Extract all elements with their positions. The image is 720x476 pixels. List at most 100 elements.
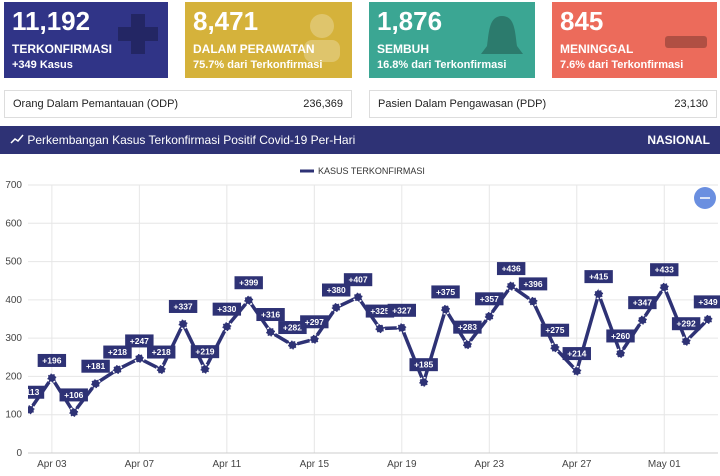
card-icon bbox=[118, 14, 158, 54]
value-label-box bbox=[28, 385, 45, 399]
value-label: +337 bbox=[174, 301, 193, 311]
point bbox=[90, 378, 101, 389]
point bbox=[155, 364, 167, 375]
point bbox=[112, 364, 123, 375]
point bbox=[28, 404, 36, 415]
value-label-box bbox=[343, 273, 373, 287]
value-label-box bbox=[37, 353, 67, 367]
value-label-box bbox=[300, 315, 329, 329]
value-label-box bbox=[693, 295, 720, 309]
value-label-box bbox=[234, 276, 263, 290]
value-label: +218 bbox=[152, 347, 171, 357]
section-scope: NASIONAL bbox=[647, 133, 710, 147]
value-label: +380 bbox=[327, 285, 346, 295]
value-label: +357 bbox=[480, 294, 499, 304]
value-label: +181 bbox=[86, 361, 105, 371]
point bbox=[527, 296, 539, 307]
value-label: +375 bbox=[436, 287, 455, 297]
value-label-box bbox=[671, 317, 701, 331]
value-label: +347 bbox=[633, 298, 652, 308]
value-label: +218 bbox=[108, 347, 127, 357]
card-value: 1,876 bbox=[377, 6, 443, 36]
y-tick-label: 700 bbox=[5, 180, 22, 191]
stat-odp: Orang Dalam Pemantauan (ODP) 236,369 bbox=[4, 90, 352, 118]
point bbox=[221, 321, 233, 332]
section-title: Perkembangan Kasus Terkonfirmasi Positif… bbox=[27, 133, 356, 147]
value-label: +283 bbox=[458, 322, 477, 332]
stat-value: 23,130 bbox=[674, 98, 708, 110]
y-tick-label: 0 bbox=[16, 448, 22, 459]
value-label: +113 bbox=[21, 387, 40, 397]
x-tick-label: Apr 03 bbox=[37, 459, 67, 470]
value-label: +407 bbox=[348, 275, 367, 285]
value-label: +282 bbox=[283, 323, 302, 333]
card-icon bbox=[481, 16, 523, 54]
stat-label: Orang Dalam Pemantauan (ODP) bbox=[13, 98, 179, 110]
value-label-box bbox=[518, 277, 548, 291]
card-treated: 8,471 DALAM PERAWATAN 75.7% dari Terkonf… bbox=[185, 2, 352, 78]
card-value: 11,192 bbox=[12, 6, 91, 36]
value-label: +396 bbox=[523, 279, 542, 289]
value-label: +349 bbox=[698, 297, 717, 307]
card-value: 845 bbox=[560, 6, 604, 36]
point bbox=[68, 407, 79, 418]
plot: +113+196+106+181+218+247+218+337+219+330… bbox=[21, 262, 720, 418]
card-confirmed: 11,192 TERKONFIRMASI +349 Kasus bbox=[4, 2, 168, 78]
section-header: Perkembangan Kasus Terkonfirmasi Positif… bbox=[0, 126, 720, 154]
value-label-box bbox=[387, 303, 417, 317]
point bbox=[46, 372, 58, 384]
value-label-box bbox=[562, 347, 591, 361]
y-tick-label: 600 bbox=[5, 218, 22, 229]
x-tick-label: Apr 07 bbox=[125, 459, 155, 470]
value-label: +275 bbox=[545, 325, 564, 335]
value-label-box bbox=[431, 285, 460, 299]
value-label-box bbox=[409, 358, 438, 372]
value-label-box bbox=[365, 304, 395, 318]
value-label-box bbox=[147, 345, 176, 359]
point bbox=[396, 322, 408, 334]
y-tick-label: 300 bbox=[5, 333, 22, 344]
value-label-box bbox=[475, 292, 504, 306]
value-label: +247 bbox=[130, 336, 149, 346]
point bbox=[462, 339, 473, 350]
point bbox=[330, 302, 342, 313]
value-label: +436 bbox=[502, 264, 521, 274]
point bbox=[549, 342, 561, 353]
value-label: +415 bbox=[589, 272, 608, 282]
value-label-box bbox=[81, 359, 110, 373]
value-label-box bbox=[125, 334, 154, 348]
point bbox=[243, 294, 254, 306]
point bbox=[702, 314, 714, 325]
value-label-box bbox=[453, 320, 482, 334]
value-label: +325 bbox=[370, 306, 389, 316]
point bbox=[265, 326, 276, 338]
card-label: DALAM PERAWATAN bbox=[193, 42, 315, 56]
point bbox=[309, 334, 320, 345]
value-label: +292 bbox=[677, 319, 696, 329]
value-label-box bbox=[256, 308, 285, 322]
value-label-box bbox=[190, 345, 220, 359]
value-label-box bbox=[103, 345, 132, 359]
stat-value: 236,369 bbox=[303, 98, 343, 110]
card-recovered: 1,876 SEMBUH 16.8% dari Terkonfirmasi bbox=[369, 2, 535, 78]
x-tick-label: Apr 11 bbox=[212, 459, 241, 470]
card-label: TERKONFIRMASI bbox=[12, 42, 112, 56]
legend-label: KASUS TERKONFIRMASI bbox=[318, 166, 425, 176]
y-tick-label: 100 bbox=[5, 410, 22, 421]
value-label: +196 bbox=[42, 355, 61, 365]
x-tick-label: Apr 27 bbox=[562, 459, 592, 470]
point bbox=[374, 323, 386, 334]
point bbox=[593, 288, 604, 300]
section-title-wrap: Perkembangan Kasus Terkonfirmasi Positif… bbox=[10, 133, 355, 147]
card-value: 8,471 bbox=[193, 6, 259, 36]
card-sub: +349 Kasus bbox=[12, 59, 73, 71]
point bbox=[287, 339, 298, 351]
value-label: +185 bbox=[414, 360, 433, 370]
value-label-box bbox=[168, 299, 198, 313]
value-label: +330 bbox=[217, 304, 236, 314]
point bbox=[199, 363, 211, 375]
value-label: +297 bbox=[305, 317, 324, 327]
value-label-box bbox=[650, 263, 679, 277]
value-label-box bbox=[628, 296, 657, 310]
